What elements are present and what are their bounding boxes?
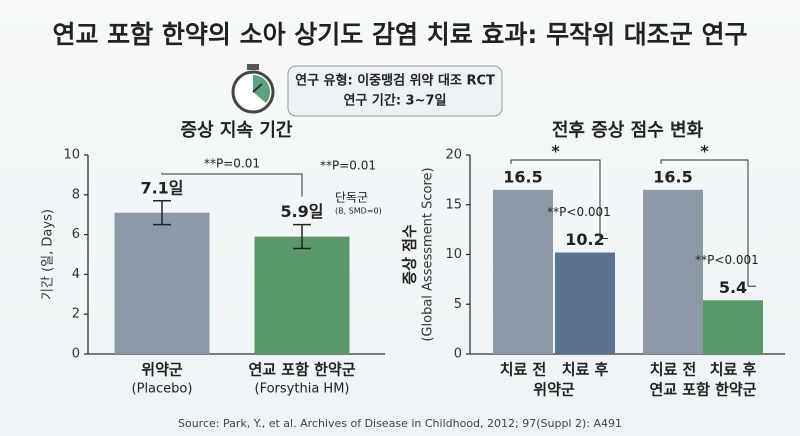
- annotation: *: [551, 142, 560, 161]
- y-tick-label: 0: [454, 347, 462, 362]
- y-tick-label: 10: [63, 148, 80, 163]
- y-axis-label: 증상 점수: [401, 224, 419, 285]
- page-title: 연교 포함 한약의 소아 상기도 감염 치료 효과: 무작위 대조군 연구: [52, 20, 747, 49]
- error-bar: [153, 200, 171, 226]
- significance-bracket: [510, 159, 608, 240]
- x-tick-label: 치료 전: [650, 361, 697, 379]
- significance-bracket: [660, 159, 756, 287]
- stopwatch-icon: [231, 64, 275, 114]
- annotation: **P=0.01: [320, 159, 376, 173]
- bar: [254, 236, 350, 354]
- study-box: [287, 65, 503, 117]
- group-label: 위약군: [533, 381, 575, 399]
- x-tick-label: 치료 후: [562, 361, 609, 379]
- study-type: 연구 유형: 이중맹검 위약 대조 RCT: [295, 73, 495, 89]
- annotation: **P<0.001: [695, 253, 759, 267]
- significance-bracket: [161, 172, 303, 197]
- value-label: 5.4: [719, 278, 747, 297]
- y-axis-sublabel: (Global Assessment Score): [421, 167, 436, 341]
- annotation: **P=0.01: [204, 157, 260, 171]
- y-tick-label: 0: [72, 347, 80, 362]
- y-tick-label: 5: [454, 297, 462, 312]
- y-tick-label: 15: [445, 197, 462, 212]
- annotation: 단독군: [335, 191, 368, 205]
- source: Source: Park, Y., et al. Archives of Dis…: [178, 417, 622, 430]
- x-tick-label: 위약군: [141, 361, 183, 379]
- bar: [114, 212, 210, 354]
- x-tick-label: 연교 포함 한약군: [248, 361, 355, 379]
- value-label: 10.2: [565, 230, 604, 249]
- value-label: 16.5: [503, 167, 542, 186]
- error-bar: [293, 223, 311, 250]
- bar: [493, 189, 553, 354]
- y-axis-label: 기간 (일, Days): [41, 209, 56, 300]
- chart-title: 전후 증상 점수 변화: [552, 120, 704, 141]
- bar: [643, 189, 703, 354]
- annotation: *: [700, 142, 709, 161]
- y-tick-label: 10: [445, 247, 462, 262]
- y-tick-label: 4: [72, 267, 80, 282]
- bar: [703, 300, 763, 354]
- x-tick-sublabel: (Forsythia HM): [255, 382, 350, 397]
- y-tick-label: 6: [72, 227, 80, 242]
- annotation: **P<0.001: [547, 205, 611, 219]
- y-tick-label: 2: [72, 307, 80, 322]
- chart-title: 증상 지속 기간: [181, 120, 293, 141]
- x-tick-label: 치료 후: [710, 361, 757, 379]
- study-period: 연구 기간: 3~7일: [343, 93, 446, 109]
- value-label: 16.5: [653, 167, 692, 186]
- x-tick-sublabel: (Placebo): [132, 382, 193, 397]
- annotation: (B, SMD=0): [335, 207, 382, 216]
- bar: [555, 252, 615, 354]
- value-label: 7.1일: [140, 178, 183, 197]
- y-tick-label: 8: [72, 187, 80, 202]
- group-label: 연교 포함 한약군: [649, 381, 756, 399]
- y-tick-label: 20: [445, 148, 462, 163]
- value-label: 5.9일: [280, 202, 323, 221]
- x-tick-label: 치료 전: [500, 361, 547, 379]
